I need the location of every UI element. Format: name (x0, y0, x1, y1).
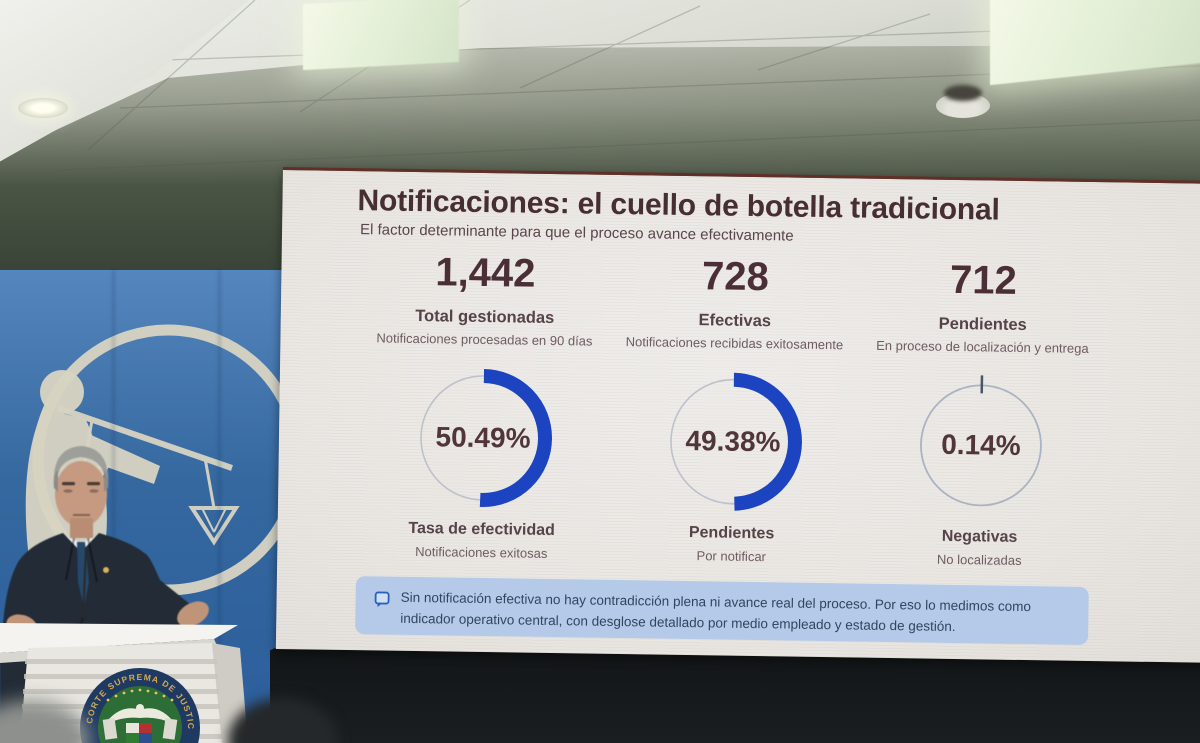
banner-crease (218, 270, 221, 743)
microphone (82, 547, 87, 619)
gauge-sublabel: No localizadas (936, 551, 1022, 568)
table-skirt (270, 646, 1200, 743)
projection-screen: Notificaciones: el cuello de botella tra… (275, 167, 1200, 663)
donut-gauge-negativas: 0.14% (898, 362, 1064, 528)
smoke-detector (936, 93, 990, 118)
gauge-percent: 0.14% (941, 428, 1021, 461)
hair (53, 446, 109, 488)
stat-sublabel: En proceso de localización y entrega (876, 337, 1089, 356)
lapel-pin (103, 567, 109, 573)
gauge-percent: 50.49% (435, 421, 531, 454)
donut-gauge-efectividad: 50.49% (400, 355, 566, 521)
gauge-percent: 49.38% (685, 425, 781, 458)
right-hand (177, 601, 209, 627)
slide-subtitle: El factor determinante para que el proce… (359, 221, 794, 245)
donut-chart (913, 375, 1048, 513)
seal-eagle (104, 708, 176, 725)
fluorescent-panel-left (303, 0, 459, 71)
donut-chart (663, 372, 802, 511)
note-text: Sin notificación efectiva no hay contrad… (400, 589, 1032, 635)
donut-gauge-pendientes: 49.38% (650, 358, 816, 524)
recessed-light (18, 98, 68, 118)
note-icon (374, 591, 390, 607)
stat-pendientes: 712 Pendientes En proceso de localizació… (832, 258, 1133, 356)
slide-title: Notificaciones: el cuello de botella tra… (357, 184, 1000, 227)
stat-value: 712 (949, 257, 1018, 303)
donut-chart (414, 368, 553, 507)
gauge-label: Negativas (941, 527, 1018, 546)
note-callout: Sin notificación efectiva no hay contrad… (355, 576, 1089, 645)
banner-crease (112, 270, 115, 743)
stat-label: Pendientes (938, 314, 1027, 335)
